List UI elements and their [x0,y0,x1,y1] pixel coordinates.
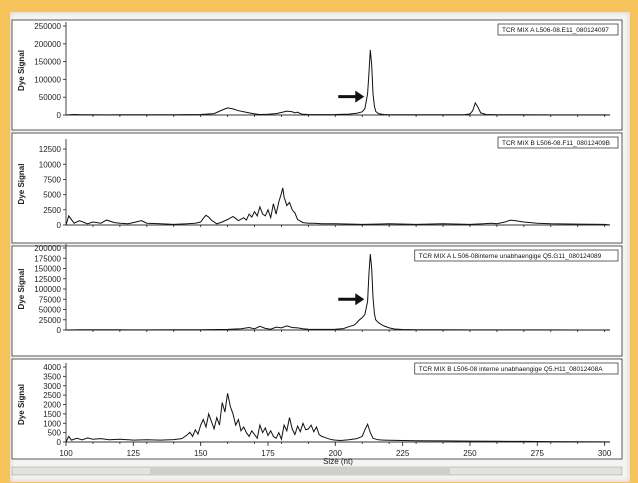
y-tick-label: 7500 [43,175,61,184]
y-tick-label: 2500 [43,206,61,215]
signal-trace [65,49,611,116]
panel-box [11,132,623,244]
y-tick-label: 4000 [43,363,61,372]
sample-title: TCR MIX A L 506-08interne unabhaengige Q… [419,253,602,260]
y-tick-label: 0 [57,111,62,120]
x-axis-label: Size (nt) [323,457,353,466]
peak-arrow [338,293,365,306]
sample-title-box [414,249,619,262]
y-axis-label: Dye Signal [17,384,26,425]
sample-title: TCR MIX B L506-08 interne unabhaengige Q… [419,366,603,373]
y-tick-label: 100000 [34,75,61,84]
x-tick-label: 125 [127,449,141,458]
peak-arrow-head [355,293,365,306]
panel-box [11,245,623,357]
x-tick-label: 175 [261,449,275,458]
y-tick-label: 125000 [34,275,61,284]
x-tick-label: 150 [194,449,208,458]
x-tick-label: 275 [531,449,545,458]
y-tick-label: 3000 [43,382,61,391]
sample-title-box [497,136,619,149]
y-tick-label: 1500 [43,410,61,419]
y-tick-label: 25000 [39,316,62,325]
y-tick-label: 200000 [34,244,61,253]
y-tick-label: 150000 [34,265,61,274]
sample-title: TCR MIX B L506-08.F11_08012409B [502,140,610,147]
signal-trace [65,187,611,226]
sample-title-box [497,23,619,36]
y-tick-label: 75000 [39,295,62,304]
y-tick-label: 12500 [39,145,62,154]
x-tick-label: 100 [59,449,73,458]
y-tick-label: 500 [48,429,62,438]
sample-title: TCR MIX A L506-08.E11_080124097 [502,27,609,34]
y-axis-label: Dye Signal [17,269,26,310]
y-axis-label: Dye Signal [17,164,26,205]
y-tick-label: 200000 [34,40,61,49]
x-tick-label: 250 [463,449,477,458]
panel-1: 0 50000 100000 150000 200000 250000 Dye Signal… [11,19,623,131]
electropherogram-frame: 0 50000 100000 150000 200000 250000 Dye Signal… [10,12,630,482]
x-tick-label: 300 [598,449,612,458]
panel-box [11,19,623,131]
y-tick-label: 150000 [34,58,61,67]
x-tick-label: 225 [396,449,410,458]
y-tick-label: 0 [57,326,62,335]
y-axis-label: Dye Signal [17,50,26,91]
peak-arrow [338,90,365,103]
peak-arrow-head [355,90,365,103]
y-tick-label: 0 [57,438,62,447]
signal-trace [65,393,611,443]
signal-trace [65,254,610,331]
scroll-thumb [150,468,450,474]
y-tick-label: 2500 [43,391,61,400]
y-tick-label: 10000 [39,160,62,169]
y-tick-label: 250000 [34,22,61,31]
y-tick-label: 2000 [43,401,61,410]
y-tick-label: 175000 [34,254,61,263]
y-tick-label: 100000 [34,285,61,294]
x-tick-label: 200 [329,449,343,458]
y-tick-label: 0 [57,221,62,230]
y-tick-label: 5000 [43,191,61,200]
sample-title-box [414,362,619,375]
y-tick-label: 50000 [39,93,62,102]
y-tick-label: 3500 [43,372,61,381]
y-tick-label: 50000 [39,306,62,315]
y-tick-label: 1000 [43,419,61,428]
panel-2: 0 2500 5000 7500 10000 12500 Dye Signal TCR MIX… [11,132,623,244]
